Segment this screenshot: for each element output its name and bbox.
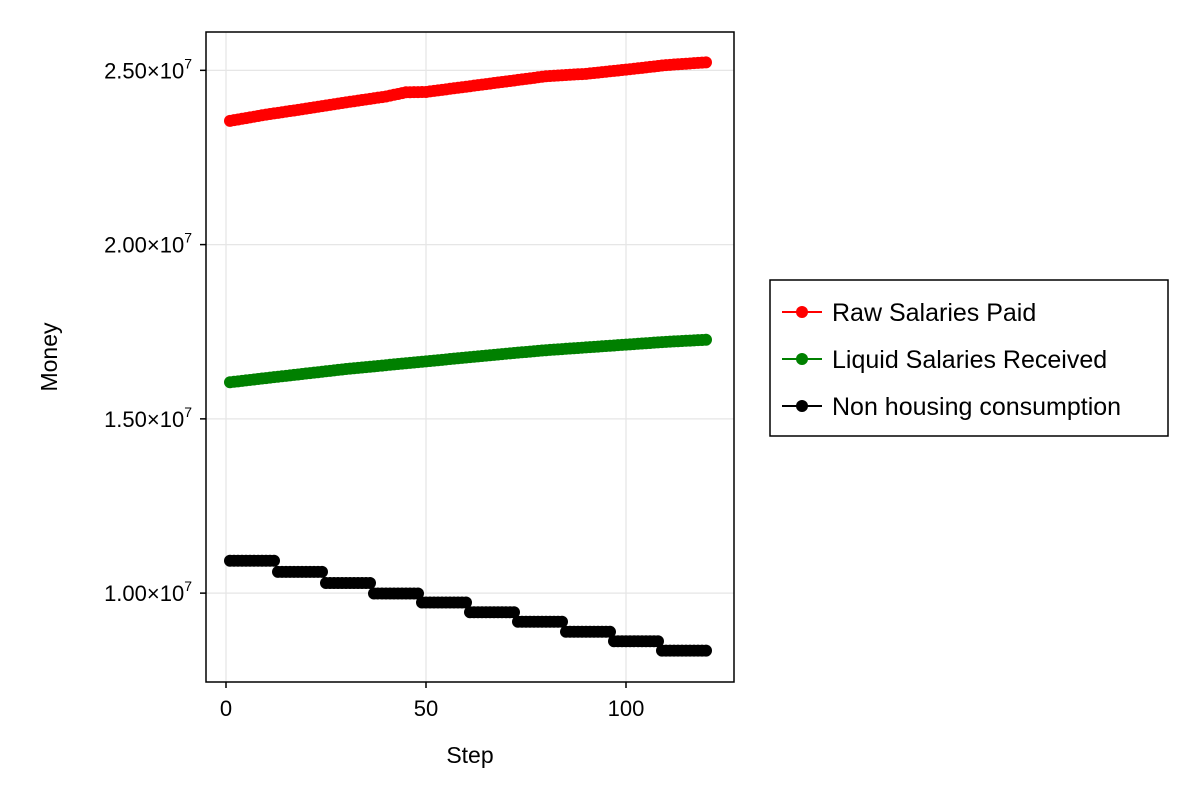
data-point — [700, 644, 712, 657]
legend-label: Non housing consumption — [832, 393, 1121, 421]
data-point — [604, 625, 616, 638]
data-point — [508, 606, 520, 619]
series-layer — [224, 56, 712, 657]
data-point — [700, 333, 712, 346]
legend-entry: Non housing consumption — [782, 393, 1121, 421]
y-tick-mantissa: 2.50×10 — [104, 58, 184, 83]
y-tick-mantissa: 2.00×10 — [104, 233, 184, 258]
legend-entry: Raw Salaries Paid — [782, 299, 1036, 327]
data-point — [652, 635, 664, 648]
series-2 — [224, 554, 712, 657]
y-tick-mantissa: 1.00×10 — [104, 581, 184, 606]
y-tick-label: 1.50×107 — [104, 404, 192, 432]
y-tick-label: 1.00×107 — [104, 578, 192, 606]
legend-marker — [796, 400, 808, 412]
y-tick-label: 2.00×107 — [104, 230, 192, 258]
x-tick-label: 50 — [414, 696, 438, 721]
plot-frame — [205, 31, 735, 683]
legend-label: Raw Salaries Paid — [832, 299, 1036, 327]
data-point — [268, 554, 280, 567]
series-1 — [224, 333, 712, 389]
legend-entry: Liquid Salaries Received — [782, 346, 1107, 374]
x-axis-title: Step — [446, 742, 493, 768]
x-axis: 0 50 100 — [220, 682, 644, 721]
y-tick-exponent: 7 — [184, 404, 192, 420]
y-axis-title: Money — [36, 322, 62, 392]
legend-label: Liquid Salaries Received — [832, 346, 1107, 374]
x-tick-label: 0 — [220, 696, 232, 721]
legend-marker — [796, 306, 808, 318]
data-point — [316, 565, 328, 578]
data-point — [700, 56, 712, 69]
y-tick-label: 2.50×107 — [104, 55, 192, 83]
y-tick-exponent: 7 — [184, 578, 192, 594]
grid — [206, 32, 734, 682]
data-point — [460, 596, 472, 609]
y-tick-exponent: 7 — [184, 55, 192, 71]
legend-box — [769, 279, 1169, 437]
y-tick-exponent: 7 — [184, 230, 192, 246]
data-point — [412, 587, 424, 600]
x-tick-label: 100 — [608, 696, 645, 721]
legend-marker — [796, 353, 808, 365]
y-tick-mantissa: 1.50×10 — [104, 407, 184, 432]
data-point — [364, 577, 376, 590]
legend: Raw Salaries Paid Liquid Salaries Receive… — [769, 279, 1169, 437]
series-0 — [224, 56, 712, 127]
data-point — [556, 615, 568, 628]
